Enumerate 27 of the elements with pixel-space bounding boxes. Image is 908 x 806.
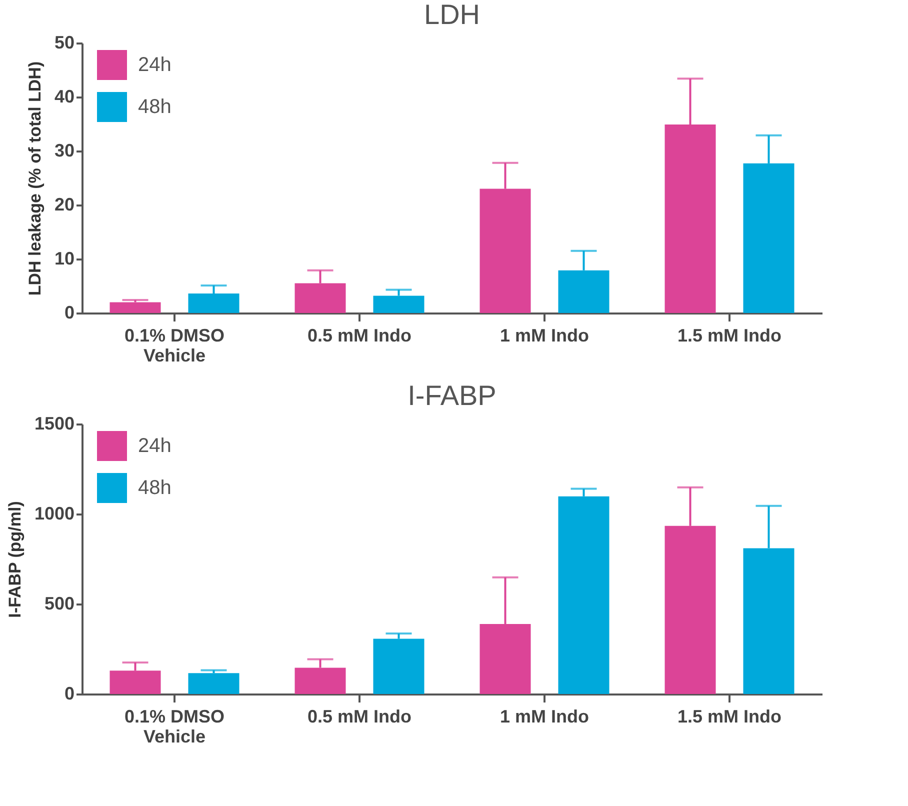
legend-label: 48h [138,477,172,499]
y-tick-label: 0 [64,302,74,322]
chart-title: I-FABP [408,380,496,411]
y-tick-label: 20 [54,194,74,214]
x-tick-label: 0.1% DMSO Vehicle [124,326,225,366]
bar [373,638,424,694]
legend-label: 48h [138,96,172,118]
legend-label: 24h [138,435,172,457]
chart-title: LDH [424,0,480,30]
y-tick-label: 0 [64,684,74,704]
legend-label: 24h [138,54,172,76]
y-tick-label: 500 [44,594,74,614]
y-tick-label: 40 [54,86,74,106]
x-tick-label: 1 mM Indo [500,706,590,726]
y-tick-label: 50 [54,32,74,52]
x-tick-label: 1.5 mM Indo [677,706,782,726]
x-tick-label: 0.1% DMSO Vehicle [124,706,225,746]
x-tick-label: 0.5 mM Indo [307,326,412,346]
y-tick-label: 1000 [34,504,74,524]
y-axis-title: I-FABP (pg/ml) [5,501,24,618]
y-tick-label: 10 [54,248,74,268]
y-axis-title: LDH leakage (% of total LDH) [25,61,44,296]
y-tick-label: 30 [54,140,74,160]
x-tick-label: 1.5 mM Indo [677,326,782,346]
x-tick-label: 1 mM Indo [500,326,590,346]
x-tick-label: 0.5 mM Indo [307,706,412,726]
y-tick-label: 1500 [34,414,74,434]
